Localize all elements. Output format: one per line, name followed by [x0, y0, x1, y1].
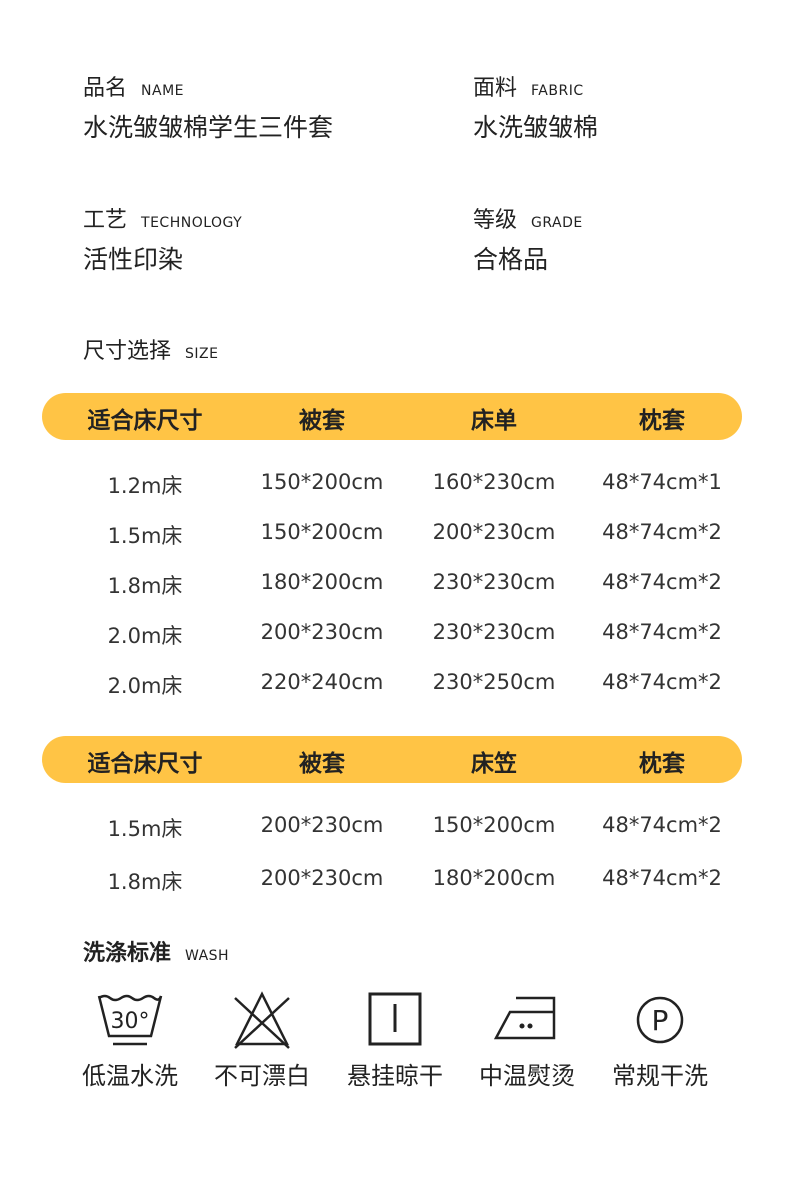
table-cell: 180*200cm [260, 570, 384, 594]
header-cell: 适合床尺寸 [87, 751, 203, 777]
info-label-cn: 工艺 [83, 208, 128, 233]
svg-text:30°: 30° [111, 1009, 150, 1034]
table-row: 1.2m床 150*200cm 160*230cm 48*74cm*1 [0, 470, 790, 500]
header-cell: 枕套 [639, 751, 685, 777]
table-cell: 2.0m床 [107, 674, 183, 698]
header-cell: 被套 [299, 408, 345, 434]
info-value: 活性印染 [83, 245, 184, 274]
table-cell: 200*230cm [260, 866, 384, 890]
info-label-cn: 面料 [473, 76, 518, 101]
table-cell: 1.5m床 [107, 817, 183, 841]
table-cell: 200*230cm [432, 520, 556, 544]
header-cell: 被套 [299, 751, 345, 777]
table-cell: 200*230cm [260, 620, 384, 644]
table-row: 1.8m床 200*230cm 180*200cm 48*74cm*2 [0, 866, 790, 896]
table-cell: 230*230cm [432, 620, 556, 644]
hang-dry-icon [368, 992, 422, 1046]
table-cell: 48*74cm*2 [602, 620, 722, 644]
table-cell: 48*74cm*2 [602, 570, 722, 594]
table-cell: 48*74cm*2 [602, 520, 722, 544]
iron-medium-icon [493, 996, 556, 1040]
size-label: 尺寸选择 [83, 339, 172, 364]
table-row: 2.0m床 200*230cm 230*230cm 48*74cm*2 [0, 620, 790, 650]
info-value: 水洗皱皱棉 [473, 113, 599, 142]
header-cell: 床单 [471, 408, 517, 434]
info-value: 合格品 [473, 245, 549, 274]
table-cell: 1.8m床 [107, 870, 183, 894]
table-cell: 48*74cm*2 [602, 813, 722, 837]
wash-label-item: 悬挂晾干 [347, 1062, 443, 1090]
table-cell: 220*240cm [260, 670, 384, 694]
no-bleach-icon [234, 991, 290, 1049]
info-label-en: FABRIC [531, 83, 584, 99]
info-label-cn: 等级 [473, 208, 518, 233]
table-cell: 48*74cm*2 [602, 866, 722, 890]
table-cell: 180*200cm [432, 866, 556, 890]
table-header: 适合床尺寸 被套 床笠 枕套 [42, 736, 742, 783]
header-cell: 枕套 [639, 408, 685, 434]
header-cell: 适合床尺寸 [87, 408, 203, 434]
table-header: 适合床尺寸 被套 床单 枕套 [42, 393, 742, 440]
info-value: 水洗皱皱棉学生三件套 [83, 113, 334, 142]
table-cell: 2.0m床 [107, 624, 183, 648]
info-label-en: GRADE [531, 215, 583, 231]
wash-label-item: 中温熨烫 [479, 1062, 575, 1090]
info-label: 工艺 TECHNOLOGY [83, 202, 242, 234]
info-label: 等级 GRADE [473, 202, 583, 234]
table-cell: 1.8m床 [107, 574, 183, 598]
table-row: 2.0m床 220*240cm 230*250cm 48*74cm*2 [0, 670, 790, 700]
dry-clean-p-icon: P [636, 996, 684, 1044]
table-cell: 230*230cm [432, 570, 556, 594]
table-cell: 1.5m床 [107, 524, 183, 548]
table-cell: 160*230cm [432, 470, 556, 494]
header-cell: 床笠 [471, 751, 517, 777]
table-cell: 150*200cm [260, 520, 384, 544]
table-row: 1.5m床 150*200cm 200*230cm 48*74cm*2 [0, 520, 790, 550]
info-label-en: TECHNOLOGY [141, 215, 243, 231]
table-cell: 48*74cm*1 [602, 470, 722, 494]
size-heading: 尺寸选择 SIZE [83, 333, 218, 365]
wash-heading: 洗涤标准 WASH [83, 935, 229, 967]
wash-label-en: WASH [185, 948, 230, 964]
table-cell: 1.2m床 [107, 474, 183, 498]
info-label: 面料 FABRIC [473, 70, 584, 102]
table-cell: 150*200cm [432, 813, 556, 837]
wash-label-item: 不可漂白 [214, 1062, 310, 1090]
table-cell: 48*74cm*2 [602, 670, 722, 694]
table-row: 1.5m床 200*230cm 150*200cm 48*74cm*2 [0, 813, 790, 843]
size-label-en: SIZE [185, 346, 219, 362]
table-cell: 150*200cm [260, 470, 384, 494]
table-cell: 200*230cm [260, 813, 384, 837]
wash-label: 洗涤标准 [83, 941, 172, 966]
info-label: 品名 NAME [83, 70, 184, 102]
table-row: 1.8m床 180*200cm 230*230cm 48*74cm*2 [0, 570, 790, 600]
wash-label-item: 低温水洗 [82, 1062, 178, 1090]
svg-text:P: P [652, 1004, 669, 1037]
wash-30-icon: 30° [97, 994, 163, 1046]
table-cell: 230*250cm [432, 670, 556, 694]
wash-label-item: 常规干洗 [612, 1062, 708, 1090]
info-label-en: NAME [141, 83, 184, 99]
info-label-cn: 品名 [83, 76, 128, 101]
